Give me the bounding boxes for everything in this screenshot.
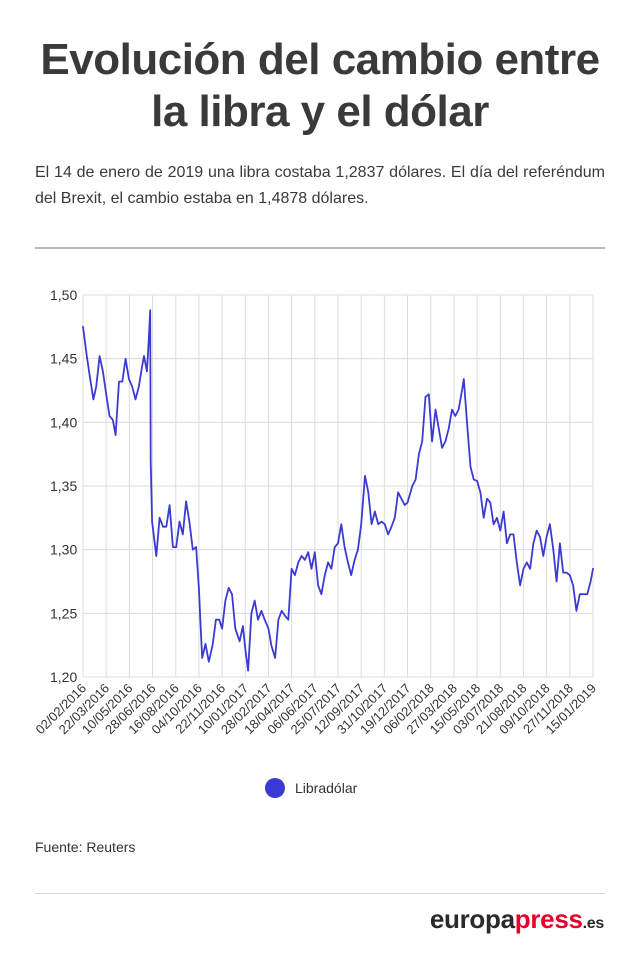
y-tick-label: 1,25: [50, 605, 77, 621]
legend-marker: [265, 778, 285, 798]
line-chart: 1,201,251,301,351,401,451,5002/02/201622…: [32, 287, 599, 737]
title-line-2: la libra y el dólar: [151, 87, 489, 136]
chart-title: Evolución del cambio entre la libra y el…: [20, 34, 620, 138]
legend: Libradólar: [265, 778, 357, 798]
series-line: [82, 309, 594, 672]
brand-part-2: press: [514, 904, 583, 934]
legend-label: Libradólar: [295, 780, 358, 796]
top-divider: [35, 247, 605, 249]
brand-part-1: europa: [429, 904, 515, 934]
y-tick-label: 1,45: [50, 351, 77, 367]
brand-part-3: .es: [582, 915, 605, 932]
source-note: Fuente: Reuters: [35, 839, 136, 855]
chart-subtitle: El 14 de enero de 2019 una libra costaba…: [35, 164, 605, 207]
y-tick-label: 1,50: [50, 287, 77, 303]
title-line-1: Evolución del cambio entre: [40, 35, 600, 84]
y-tick-label: 1,35: [50, 478, 77, 494]
y-tick-label: 1,30: [50, 542, 77, 558]
y-tick-label: 1,20: [50, 669, 77, 685]
y-tick-label: 1,40: [50, 414, 77, 430]
brand-logo: europapress.es: [430, 904, 604, 935]
bottom-divider: [35, 893, 605, 894]
